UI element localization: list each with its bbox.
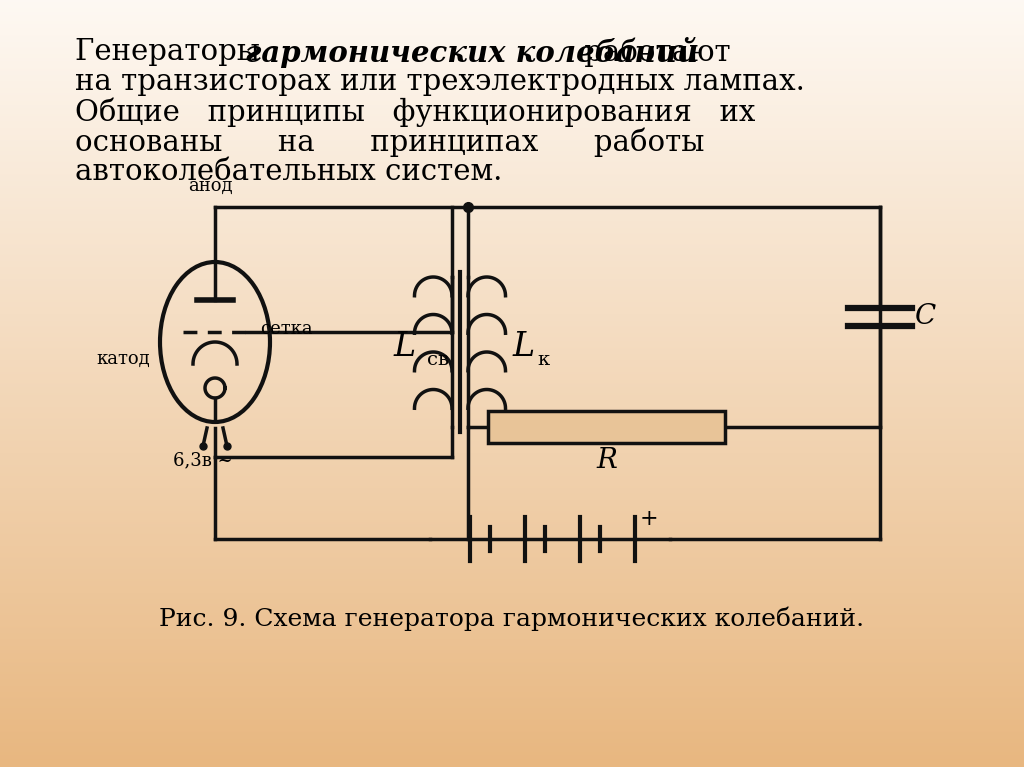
Text: гармонических колебаний: гармонических колебаний <box>245 37 698 67</box>
Text: катод: катод <box>96 350 150 368</box>
Text: C: C <box>915 304 936 331</box>
Text: анод: анод <box>187 177 232 195</box>
Text: на транзисторах или трехэлектродных лампах.: на транзисторах или трехэлектродных ламп… <box>75 68 805 96</box>
Text: работают: работают <box>575 38 731 67</box>
Text: основаны      на      принципах      работы: основаны на принципах работы <box>75 127 705 156</box>
Text: Рис. 9. Схема генератора гармонических колебаний.: Рис. 9. Схема генератора гармонических к… <box>160 607 864 631</box>
Text: к: к <box>538 351 550 369</box>
Text: Генераторы: Генераторы <box>75 38 269 66</box>
Text: сетка: сетка <box>260 320 312 338</box>
Text: +: + <box>640 508 658 530</box>
Text: 6,3в ~: 6,3в ~ <box>173 451 232 469</box>
Text: R: R <box>596 447 616 475</box>
Text: св: св <box>427 351 449 369</box>
Text: L: L <box>512 331 535 363</box>
Bar <box>488 411 725 443</box>
Text: автоколебательных систем.: автоколебательных систем. <box>75 158 503 186</box>
Text: L: L <box>393 331 416 363</box>
Text: Общие   принципы   функционирования   их: Общие принципы функционирования их <box>75 97 756 127</box>
